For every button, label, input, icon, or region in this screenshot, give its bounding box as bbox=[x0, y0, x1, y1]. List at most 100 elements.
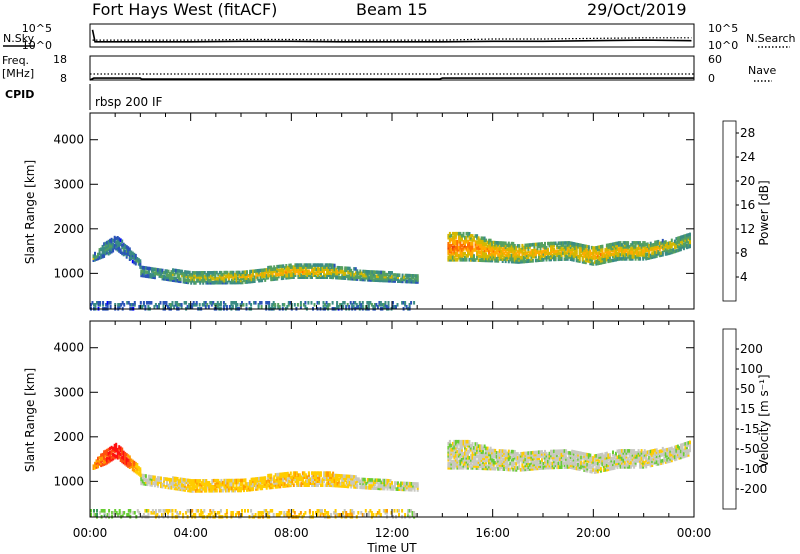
velocity-cell bbox=[386, 484, 389, 489]
velocity-cell bbox=[191, 479, 194, 483]
power-cell bbox=[134, 261, 137, 266]
power-cell bbox=[607, 247, 610, 251]
velocity-cell bbox=[625, 465, 628, 469]
power-cell bbox=[272, 301, 275, 305]
power-cell bbox=[448, 235, 451, 240]
power-cell bbox=[185, 270, 188, 274]
power-cell bbox=[624, 243, 626, 247]
power-cell bbox=[486, 246, 489, 251]
power-cell bbox=[116, 240, 119, 244]
velocity-cell bbox=[654, 448, 657, 453]
power-cell bbox=[386, 272, 389, 277]
velocity-cell bbox=[345, 480, 348, 485]
power-cell bbox=[378, 274, 381, 279]
velocity-cell bbox=[489, 452, 492, 457]
power-cell bbox=[122, 242, 125, 247]
velocity-cell bbox=[191, 489, 194, 493]
velocity-cell bbox=[388, 479, 390, 483]
power-cell bbox=[268, 265, 271, 270]
velocity-cell bbox=[474, 448, 477, 452]
power-cell bbox=[101, 246, 104, 251]
power-cell bbox=[612, 246, 614, 251]
power-cell bbox=[320, 271, 322, 275]
power-cell bbox=[392, 277, 395, 281]
power-cell bbox=[385, 278, 387, 283]
velocity-cell bbox=[569, 461, 572, 465]
power-cell bbox=[521, 259, 524, 264]
velocity-cell bbox=[568, 453, 571, 457]
power-cell bbox=[150, 275, 153, 279]
velocity-cell bbox=[196, 481, 199, 485]
power-cell bbox=[347, 276, 350, 281]
velocity-cell bbox=[100, 509, 103, 513]
velocity-cell bbox=[682, 450, 685, 455]
power-cell bbox=[335, 271, 338, 276]
noise-right-tick-top: 10^5 bbox=[708, 22, 738, 35]
velocity-cell bbox=[295, 475, 298, 479]
velocity-cell bbox=[500, 465, 503, 469]
power-cell bbox=[489, 242, 492, 247]
velocity-cell bbox=[669, 449, 672, 453]
velocity-cell bbox=[456, 456, 459, 460]
power-ytick-label: 4000 bbox=[53, 133, 84, 147]
velocity-cell bbox=[212, 487, 215, 491]
velocity-cell bbox=[489, 448, 492, 453]
velocity-cell bbox=[144, 480, 147, 484]
power-cell bbox=[197, 277, 200, 281]
velocity-cell bbox=[128, 457, 131, 461]
velocity-cell bbox=[482, 450, 485, 455]
power-cell bbox=[274, 269, 277, 273]
power-cell bbox=[372, 274, 375, 278]
power-cell bbox=[689, 234, 691, 239]
power-cell bbox=[676, 244, 679, 249]
power-cell bbox=[480, 248, 483, 252]
velocity-cell bbox=[160, 476, 162, 481]
power-cell bbox=[507, 249, 510, 254]
velocity-cell bbox=[470, 448, 472, 452]
power-cell bbox=[415, 278, 418, 282]
power-cell bbox=[336, 271, 339, 276]
power-cell bbox=[102, 301, 105, 305]
power-cell bbox=[482, 240, 485, 245]
power-cell bbox=[663, 246, 666, 251]
velocity-cell bbox=[474, 442, 477, 446]
power-cell bbox=[627, 251, 630, 255]
power-cell bbox=[220, 270, 223, 275]
velocity-cell bbox=[476, 446, 479, 450]
velocity-cell bbox=[121, 451, 124, 456]
power-cell bbox=[454, 246, 457, 250]
velocity-cell bbox=[574, 462, 577, 466]
velocity-cell bbox=[528, 455, 531, 459]
velocity-cell bbox=[271, 485, 274, 490]
power-cell bbox=[144, 305, 147, 309]
velocity-cell bbox=[131, 459, 134, 464]
velocity-cell bbox=[468, 460, 471, 464]
velocity-cell bbox=[599, 453, 602, 457]
velocity-cell bbox=[360, 477, 363, 482]
power-cell bbox=[204, 301, 207, 305]
power-cell bbox=[148, 301, 151, 305]
velocity-cell bbox=[528, 451, 531, 455]
velocity-cell bbox=[673, 455, 676, 460]
velocity-cell bbox=[616, 455, 619, 460]
power-cell bbox=[276, 269, 279, 273]
velocity-cell bbox=[262, 482, 265, 486]
velocity-cell bbox=[303, 473, 306, 477]
velocity-cell bbox=[199, 483, 202, 487]
velocity-cell bbox=[314, 471, 316, 475]
power-cell bbox=[658, 247, 661, 252]
power-cell bbox=[500, 255, 503, 259]
velocity-cell bbox=[479, 464, 482, 468]
power-cell bbox=[595, 252, 598, 256]
power-cell bbox=[592, 246, 595, 250]
velocity-cell bbox=[522, 451, 525, 456]
velocity-cell bbox=[333, 473, 336, 478]
velocity-cell bbox=[212, 478, 215, 483]
velocity-cell bbox=[673, 449, 676, 454]
power-cell bbox=[401, 277, 404, 282]
velocity-cell bbox=[627, 465, 630, 469]
velocity-cell bbox=[127, 458, 130, 462]
power-cell bbox=[471, 234, 474, 238]
power-cell bbox=[307, 263, 310, 267]
velocity-cell bbox=[232, 484, 235, 489]
